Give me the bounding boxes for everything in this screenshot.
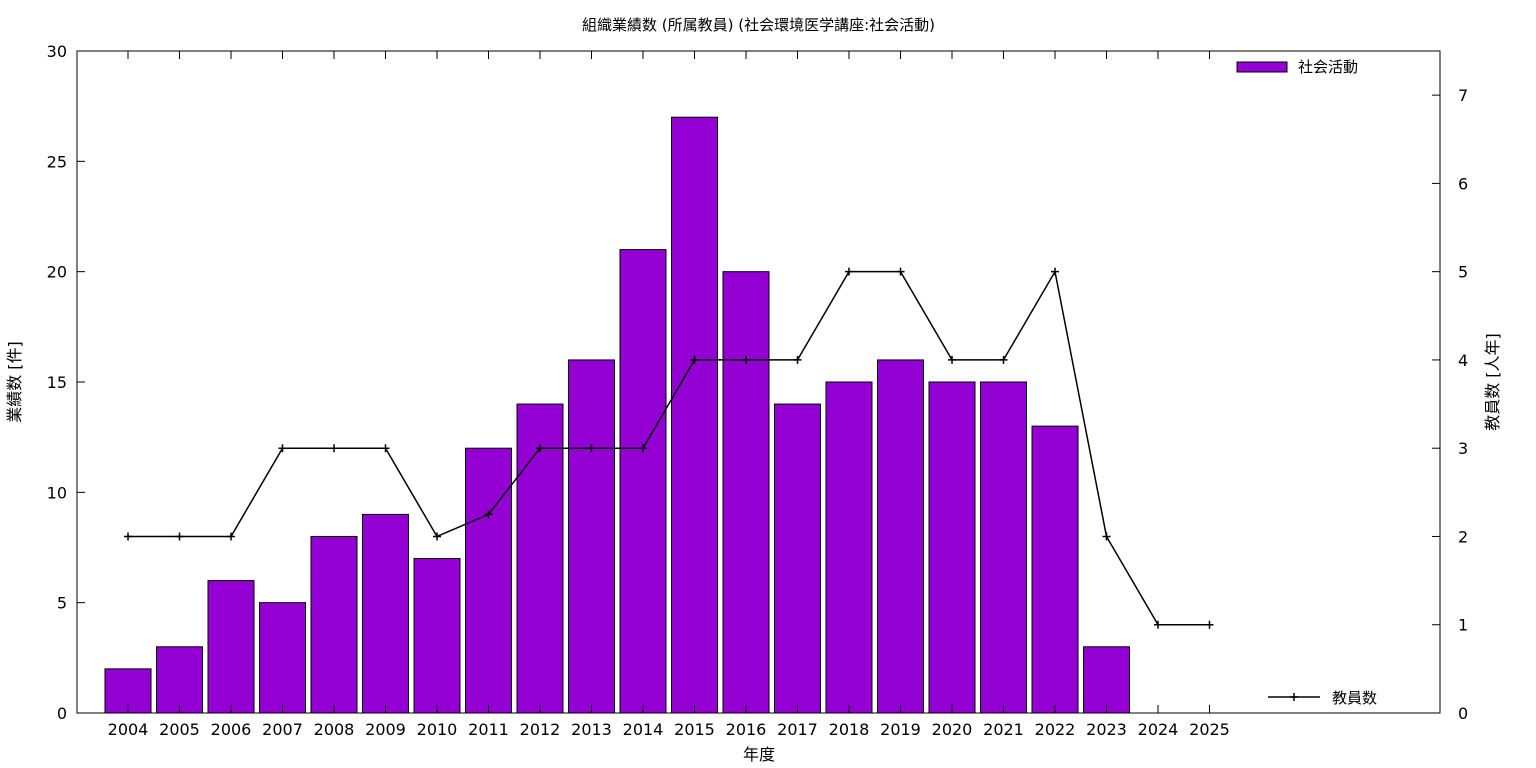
chart-title: 組織業績数 (所属教員) (社会環境医学講座:社会活動): [582, 16, 935, 34]
line-point-2011: [484, 510, 493, 519]
y-tick-label-0: 0: [57, 704, 67, 723]
line-point-2008: [330, 444, 338, 453]
x-tick-label-2025: 2025: [1189, 720, 1230, 739]
y-axis-label: 業績数 [件]: [5, 341, 24, 423]
y2-axis-label: 教員数 [人年]: [1483, 333, 1502, 431]
x-tick-label-2007: 2007: [262, 720, 303, 739]
x-tick-label-2020: 2020: [932, 720, 973, 739]
y-tick-label-20: 20: [47, 263, 67, 282]
bar-2021: [980, 381, 1027, 714]
bar-2006: [207, 580, 255, 714]
line-point-2016: [742, 355, 750, 364]
line-point-2025: [1205, 620, 1214, 629]
bar-2022: [1031, 425, 1079, 714]
line-point-2018: [845, 267, 853, 276]
line-point-2014: [639, 444, 647, 453]
bar-2005: [156, 646, 203, 714]
x-tick-label-2008: 2008: [314, 720, 355, 739]
line-series-faculty: [128, 269, 1210, 626]
bar-2010: [413, 558, 461, 714]
legend-line: 教員数: [1268, 689, 1377, 707]
x-tick-label-2013: 2013: [571, 720, 612, 739]
y2-tick-label-7: 7: [1458, 86, 1468, 105]
y2-tick-label-3: 3: [1458, 439, 1468, 458]
x-tick-label-2014: 2014: [623, 720, 664, 739]
x-tick-label-2011: 2011: [468, 720, 509, 739]
x-axis: 2004 2005 2006 2007 2008 2009 2010 2011 2012 2013…: [108, 51, 1230, 739]
y2-tick-label-6: 6: [1458, 174, 1468, 193]
x-tick-label-2012: 2012: [520, 720, 561, 739]
bar-2011: [465, 447, 512, 714]
legend-bar-label: 社会活動: [1298, 58, 1358, 76]
x-tick-label-2004: 2004: [108, 720, 149, 739]
y-tick-label-10: 10: [47, 483, 67, 502]
y-axis-left: 0 5 10 15 20 25 30: [47, 42, 85, 723]
legend-line-marker: [1290, 693, 1298, 701]
line-layer: [124, 267, 1214, 629]
x-tick-label-2015: 2015: [674, 720, 715, 739]
bar-2008: [310, 535, 358, 714]
y2-tick-label-1: 1: [1458, 616, 1468, 635]
line-point-2009: [381, 444, 390, 453]
x-tick-label-2005: 2005: [159, 720, 200, 739]
bar-2014: [619, 249, 667, 714]
y2-tick-label-5: 5: [1458, 263, 1468, 282]
legend-bar: 社会活動: [1236, 58, 1358, 76]
line-point-2007: [278, 444, 287, 453]
bar-2007: [259, 602, 306, 714]
y-tick-label-15: 15: [47, 373, 67, 392]
x-tick-label-2017: 2017: [777, 720, 818, 739]
legend-bar-swatch: [1236, 61, 1288, 73]
x-tick-label-2023: 2023: [1086, 720, 1127, 739]
bar-2015: [671, 116, 718, 714]
line-point-2005: [175, 532, 184, 541]
x-tick-label-2018: 2018: [829, 720, 870, 739]
line-point-2020: [948, 355, 956, 364]
line-point-2019: [896, 267, 905, 276]
line-point-2012: [536, 444, 544, 453]
bar-2013: [568, 359, 615, 714]
y2-tick-label-4: 4: [1458, 351, 1468, 370]
line-point-2021: [999, 355, 1008, 364]
y-tick-label-25: 25: [47, 152, 67, 171]
bar-2018: [825, 381, 873, 714]
x-tick-label-2022: 2022: [1035, 720, 1076, 739]
line-point-2022: [1051, 267, 1059, 276]
x-tick-label-2009: 2009: [365, 720, 406, 739]
bar-2009: [362, 513, 409, 714]
bar-2012: [516, 403, 564, 714]
line-point-2004: [124, 532, 132, 541]
bar-2019: [877, 359, 924, 714]
legend-line-label: 教員数: [1332, 689, 1377, 707]
y-tick-label-30: 30: [47, 42, 67, 61]
line-point-2010: [433, 532, 441, 541]
line-point-2017: [793, 355, 802, 364]
x-tick-label-2019: 2019: [880, 720, 921, 739]
y2-tick-label-0: 0: [1458, 704, 1468, 723]
x-tick-label-2016: 2016: [726, 720, 767, 739]
x-tick-label-2010: 2010: [417, 720, 458, 739]
x-tick-label-2021: 2021: [983, 720, 1024, 739]
x-tick-label-2006: 2006: [211, 720, 252, 739]
y2-tick-label-2: 2: [1458, 527, 1468, 546]
x-axis-label: 年度: [743, 745, 775, 764]
bars-layer: [104, 116, 1130, 714]
x-tick-label-2024: 2024: [1138, 720, 1179, 739]
bar-2023: [1083, 646, 1130, 714]
line-point-2024: [1154, 620, 1162, 629]
line-point-2023: [1102, 532, 1111, 541]
bar-2020: [928, 381, 976, 714]
line-point-2015: [690, 355, 699, 364]
y-tick-label-5: 5: [57, 594, 67, 613]
line-point-2013: [587, 444, 596, 453]
line-point-2006: [227, 532, 235, 541]
bar-2017: [774, 403, 821, 714]
y-axis-right: 0 1 2 3 4 5 6 7: [1432, 86, 1468, 723]
bar-2016: [722, 271, 770, 714]
